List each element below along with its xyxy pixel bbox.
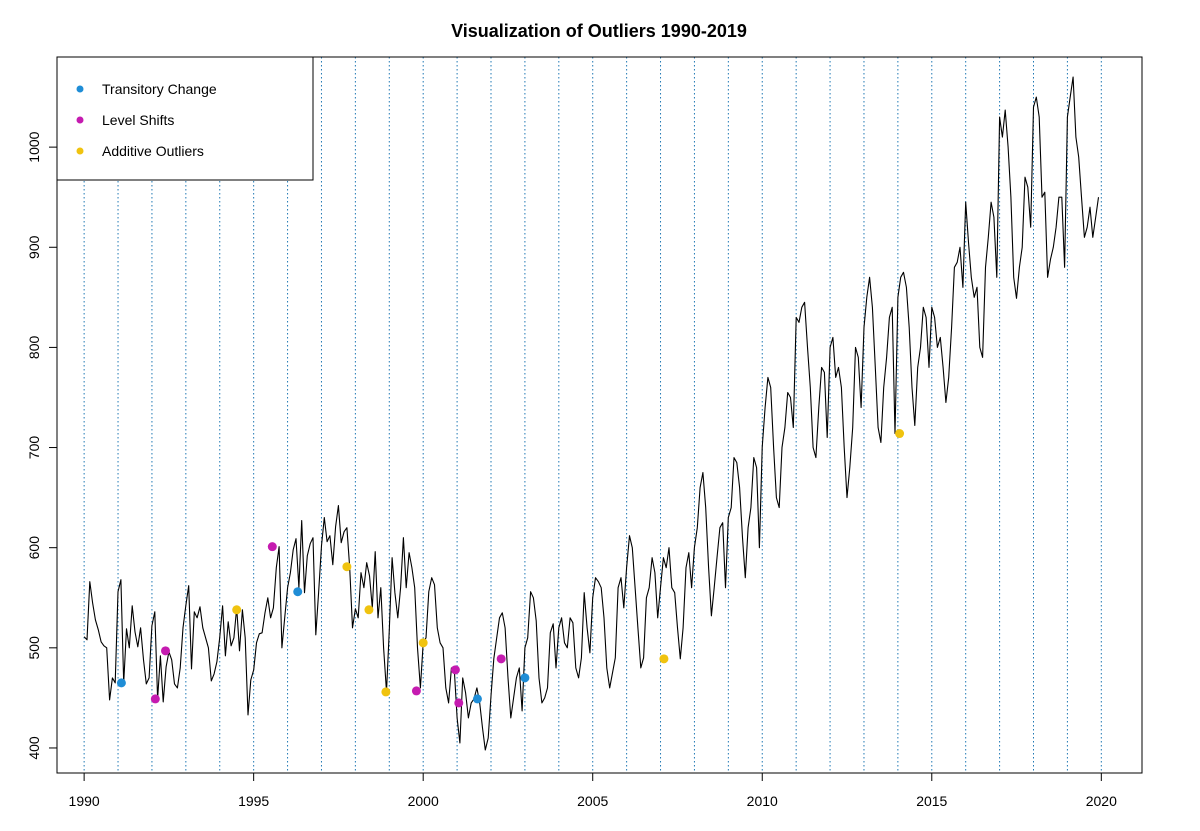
x-tick-label-2010: 2010 [747,793,778,809]
x-tick-label-1995: 1995 [238,793,269,809]
point-additive-outliers-0 [232,605,242,615]
y-tick-label-800: 800 [26,336,42,360]
point-additive-outliers-2 [364,605,374,615]
y-tick-label-1000: 1000 [26,131,42,162]
point-transitory-change-2 [472,694,482,704]
point-transitory-change-3 [520,673,530,683]
point-transitory-change-0 [116,678,126,688]
legend-marker-additive-outliers [76,147,84,155]
legend-box [56,56,314,181]
x-tick-label-2005: 2005 [577,793,608,809]
point-level-shifts-0 [150,694,160,704]
outlier-points [116,429,905,708]
legend: Transitory Change Level Shifts Additive … [56,56,314,181]
y-tick-label-500: 500 [26,636,42,660]
point-level-shifts-6 [496,654,506,664]
point-additive-outliers-4 [418,638,428,648]
y-axis: 400 500 600 700 800 900 1000 [26,131,57,760]
point-additive-outliers-6 [895,429,905,439]
x-tick-label-2000: 2000 [408,793,439,809]
y-tick-label-400: 400 [26,736,42,760]
x-tick-label-1990: 1990 [69,793,100,809]
chart-title: Visualization of Outliers 1990-2019 [451,21,747,41]
point-transitory-change-1 [293,587,303,597]
x-tick-label-2015: 2015 [916,793,947,809]
legend-marker-level-shifts [76,116,84,124]
x-axis: 1990 1995 2000 2005 2010 2015 2020 [69,773,1117,809]
legend-label-level-shifts: Level Shifts [102,112,174,128]
legend-label-additive-outliers: Additive Outliers [102,143,204,159]
point-level-shifts-1 [161,646,170,656]
point-level-shifts-5 [454,698,464,708]
y-tick-label-600: 600 [26,536,42,560]
point-additive-outliers-1 [342,562,352,572]
y-tick-label-900: 900 [26,235,42,259]
series-line [83,76,1100,751]
point-level-shifts-2 [267,542,277,552]
legend-label-transitory-change: Transitory Change [102,81,217,97]
point-additive-outliers-5 [659,654,669,664]
plot-frame [56,56,1143,774]
point-level-shifts-3 [411,686,421,696]
y-tick-label-700: 700 [26,436,42,460]
point-additive-outliers-3 [381,687,391,697]
point-level-shifts-4 [450,665,460,675]
legend-marker-transitory-change [76,85,84,93]
x-tick-label-2020: 2020 [1086,793,1117,809]
